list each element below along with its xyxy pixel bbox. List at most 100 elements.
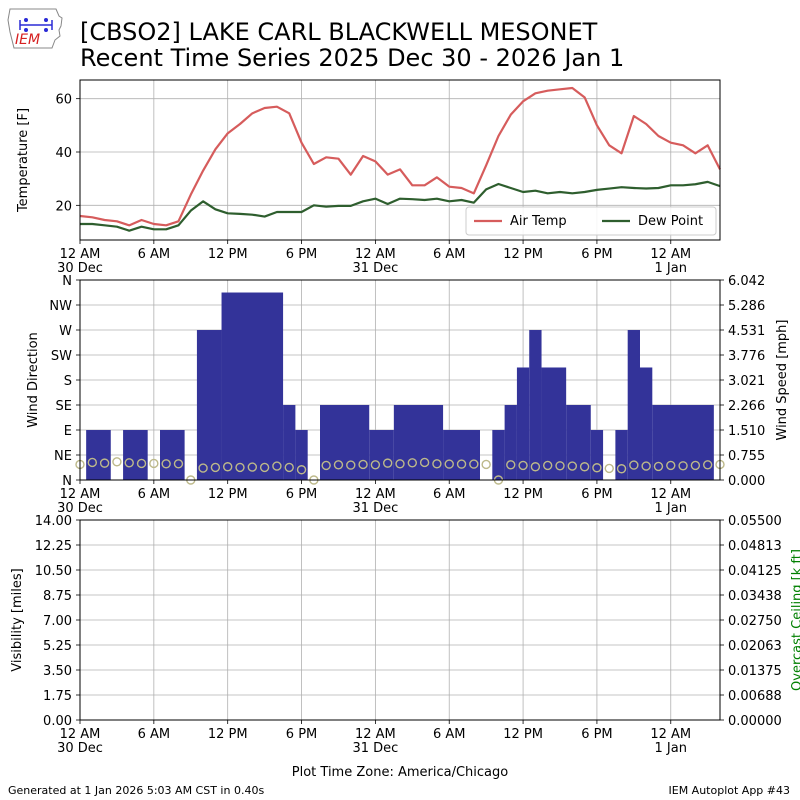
wind-direction-marker	[395, 459, 405, 469]
y-tick-label: 60	[55, 93, 72, 108]
ceiling-tick-label: 0.03438	[728, 589, 782, 604]
wind-direction-marker	[173, 459, 184, 469]
wind-speed-bar	[86, 430, 111, 480]
axes-frame	[79, 279, 721, 481]
direction-tick-label: E	[64, 424, 72, 439]
wind-direction-marker	[358, 459, 368, 470]
wind-direction-marker	[87, 457, 98, 468]
wind-speed-bar	[369, 430, 394, 480]
speed-tick-label: 3.021	[728, 374, 765, 389]
wind-speed-bar	[393, 404, 444, 480]
timezone-label: Plot Time Zone: America/Chicago	[292, 765, 508, 780]
x-tick-sublabel: 30 Dec	[57, 261, 103, 276]
wind-direction-marker	[222, 462, 233, 472]
x-tick-sublabel: 30 Dec	[57, 501, 103, 516]
visibility-tick-label: 10.50	[35, 564, 72, 579]
x-tick-label: 6 PM	[286, 487, 317, 502]
speed-tick-label: 5.286	[728, 299, 765, 314]
wind-direction-marker	[407, 458, 418, 468]
wind-direction-marker	[284, 462, 294, 473]
wind-direction-marker	[579, 462, 590, 472]
wind-direction-marker	[247, 462, 258, 472]
ceiling-tick-label: 0.04125	[728, 564, 782, 579]
title-line-2: Recent Time Series 2025 Dec 30 - 2026 Ja…	[80, 44, 625, 72]
wind-direction-marker	[99, 458, 110, 468]
axes-frame	[79, 519, 721, 721]
wind-direction-marker	[518, 460, 528, 471]
visibility-tick-label: 3.50	[43, 664, 72, 679]
x-tick-label: 6 AM	[138, 727, 171, 742]
ceiling-tick-label: 0.00000	[728, 714, 782, 729]
wind-direction-marker	[604, 463, 614, 474]
speed-tick-label: 6.042	[728, 274, 765, 289]
x-tick-label: 6 PM	[286, 727, 317, 742]
wind-direction-marker	[112, 457, 122, 467]
legend-dew-point-label: Dew Point	[638, 214, 703, 229]
wind-direction-marker	[161, 459, 171, 469]
x-tick-label: 12 AM	[60, 247, 101, 262]
x-tick-label: 12 PM	[208, 727, 248, 742]
air-temp-line	[79, 86, 721, 227]
wind-speed-bar	[516, 367, 530, 480]
direction-tick-label: SW	[51, 349, 72, 364]
direction-tick-label: NE	[54, 449, 72, 464]
wind-direction-marker	[124, 458, 134, 468]
wind-direction-marker	[432, 459, 442, 469]
x-tick-label: 12 AM	[650, 487, 691, 502]
ceiling-axis-label: Overcast Ceiling [k ft]	[790, 549, 800, 691]
wind-speed-bar	[615, 430, 628, 480]
wind-speed-bar	[283, 404, 296, 480]
y-tick-label: 20	[55, 199, 72, 214]
wind-direction-marker	[678, 461, 688, 471]
x-tick-sublabel: 1 Jan	[655, 261, 687, 276]
x-tick-label: 12 PM	[208, 247, 248, 262]
wind-direction-marker	[555, 461, 565, 471]
wind-direction-axis-label: Wind Direction	[26, 332, 41, 428]
x-tick-label: 12 PM	[503, 487, 543, 502]
wind-speed-bar	[221, 292, 284, 480]
wind-direction-marker	[542, 460, 553, 471]
direction-tick-label: N	[62, 474, 72, 489]
wind-direction-marker	[456, 459, 467, 469]
x-tick-label: 12 PM	[503, 247, 543, 262]
visibility-tick-label: 14.00	[35, 514, 72, 529]
wind-direction-marker	[419, 457, 430, 468]
wind-speed-bar	[529, 330, 542, 480]
visibility-axis-label: Visibility [miles]	[10, 568, 25, 671]
wind-direction-marker	[272, 461, 282, 471]
x-tick-label: 12 PM	[208, 487, 248, 502]
wind-direction-marker	[702, 460, 713, 470]
x-tick-label: 6 AM	[138, 487, 171, 502]
direction-tick-label: SE	[56, 399, 72, 414]
x-tick-label: 12 PM	[503, 727, 543, 742]
direction-tick-label: W	[59, 324, 72, 339]
ceiling-tick-label: 0.05500	[728, 514, 782, 529]
speed-tick-label: 1.510	[728, 424, 765, 439]
x-tick-label: 12 AM	[355, 247, 396, 262]
x-tick-label: 12 AM	[650, 727, 691, 742]
wind-speed-axis-label: Wind Speed [mph]	[775, 320, 790, 441]
wind-direction-marker	[616, 464, 627, 474]
wind-direction-marker	[149, 458, 159, 469]
visibility-tick-label: 0.00	[43, 714, 72, 729]
wind-direction-marker	[469, 459, 479, 469]
generated-note: Generated at 1 Jan 2026 5:03 AM CST in 0…	[8, 784, 265, 797]
wind-direction-marker	[690, 460, 701, 471]
visibility-tick-label: 7.00	[43, 614, 72, 629]
x-tick-label: 6 AM	[433, 727, 466, 742]
wind-speed-bar	[160, 430, 185, 480]
x-tick-label: 6 AM	[433, 487, 466, 502]
visibility-tick-label: 5.25	[43, 639, 72, 654]
speed-tick-label: 0.755	[728, 449, 765, 464]
x-tick-label: 6 PM	[286, 247, 317, 262]
wind-direction-marker	[321, 460, 331, 471]
x-tick-label: 12 AM	[650, 247, 691, 262]
wind-direction-marker	[653, 461, 664, 472]
visibility-tick-label: 8.75	[43, 589, 72, 604]
x-tick-label: 6 AM	[433, 247, 466, 262]
x-tick-label: 12 AM	[355, 727, 396, 742]
x-tick-sublabel: 1 Jan	[655, 741, 687, 756]
wind-speed-bar	[295, 430, 308, 480]
